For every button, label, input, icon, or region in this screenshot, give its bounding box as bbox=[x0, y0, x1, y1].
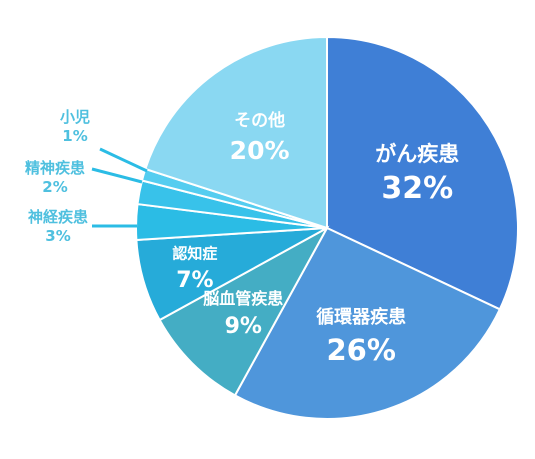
leader-line-7 bbox=[99, 147, 148, 173]
slice-value-label-1: 32% bbox=[381, 171, 453, 206]
slice-name-label-3: 脳血管疾患 bbox=[203, 289, 283, 308]
slice-name-label-1: がん疾患 bbox=[375, 142, 459, 166]
slice-value-label-3: 9% bbox=[225, 314, 262, 339]
slice-value-label-4: 7% bbox=[176, 268, 213, 293]
pie-slice-8 bbox=[144, 35, 328, 230]
slice-value-label-8: 20% bbox=[230, 136, 290, 165]
slice-name-label-7: 小児 bbox=[60, 108, 90, 126]
slice-name-label-4: 認知症 bbox=[172, 245, 217, 263]
slice-value-label-6: 2% bbox=[42, 178, 67, 196]
pie-slices bbox=[135, 35, 519, 420]
slice-value-label-7: 1% bbox=[62, 127, 87, 145]
leader-lines bbox=[91, 147, 148, 228]
leader-line-6 bbox=[91, 167, 143, 184]
slice-value-label-2: 26% bbox=[326, 333, 395, 367]
slice-value-label-5: 3% bbox=[45, 227, 70, 245]
pie-slice-1 bbox=[326, 35, 519, 311]
slice-name-label-2: 循環器疾患 bbox=[316, 306, 406, 328]
slice-name-label-6: 精神疾患 bbox=[25, 159, 85, 177]
slice-name-label-8: その他 bbox=[234, 110, 285, 131]
slice-name-label-5: 神経疾患 bbox=[28, 208, 88, 226]
pie-slice-3 bbox=[158, 225, 330, 397]
